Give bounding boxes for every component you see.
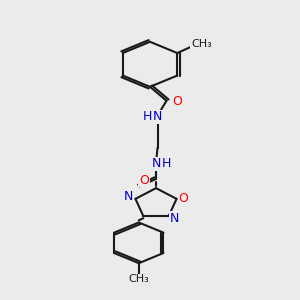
- Text: O: O: [172, 95, 182, 108]
- Text: O: O: [139, 173, 149, 187]
- Text: N: N: [124, 190, 134, 203]
- Text: H: H: [162, 158, 171, 170]
- Text: N: N: [151, 158, 161, 170]
- Text: CH₃: CH₃: [128, 274, 149, 284]
- Text: CH₃: CH₃: [191, 40, 212, 50]
- Text: N: N: [169, 212, 179, 225]
- Text: N: N: [153, 110, 162, 123]
- Text: H: H: [142, 110, 152, 123]
- Text: O: O: [178, 192, 188, 205]
